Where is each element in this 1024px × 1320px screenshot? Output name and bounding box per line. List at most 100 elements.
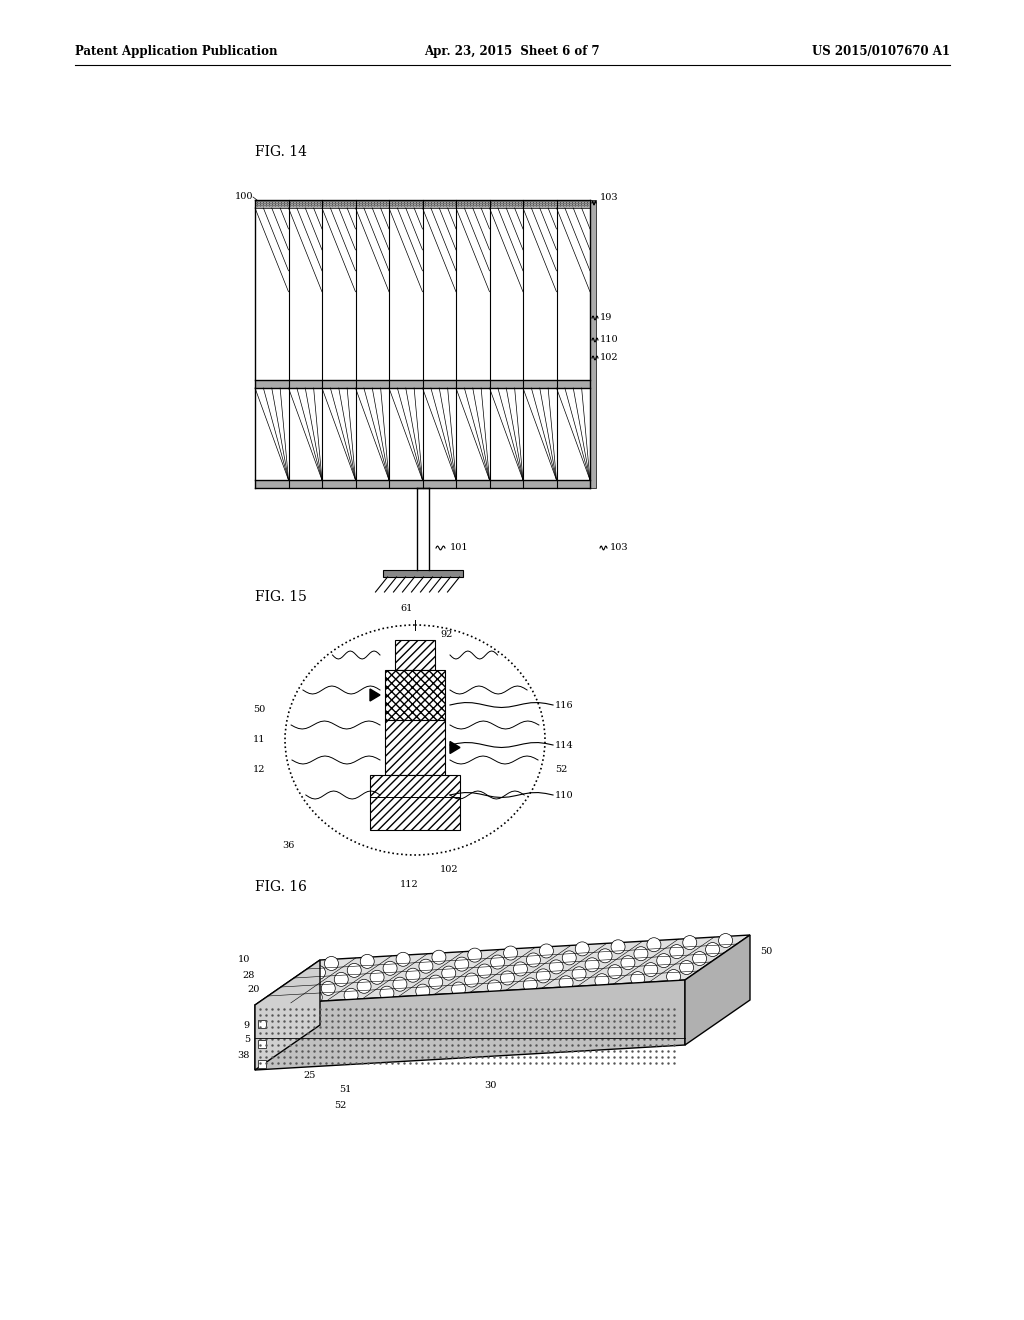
Circle shape (644, 962, 657, 977)
Circle shape (667, 970, 681, 983)
Circle shape (455, 957, 469, 972)
Bar (258, 1020, 266, 1028)
Text: 51: 51 (339, 1085, 351, 1094)
Circle shape (501, 972, 514, 985)
Text: 116: 116 (555, 701, 573, 710)
Circle shape (334, 973, 348, 986)
Text: 10: 10 (238, 956, 250, 965)
Circle shape (452, 982, 466, 997)
Circle shape (575, 942, 589, 956)
Circle shape (347, 964, 361, 977)
Circle shape (647, 937, 660, 952)
Text: 114: 114 (555, 741, 573, 750)
Circle shape (559, 975, 573, 990)
Bar (255, 480, 590, 488)
Circle shape (490, 956, 505, 969)
Circle shape (477, 964, 492, 978)
Circle shape (429, 975, 442, 989)
Polygon shape (685, 935, 750, 1045)
Text: 101: 101 (450, 544, 469, 553)
Circle shape (419, 960, 433, 973)
Text: 50: 50 (253, 705, 265, 714)
Circle shape (656, 953, 671, 968)
Text: 19: 19 (600, 314, 612, 322)
Text: US 2015/0107670 A1: US 2015/0107670 A1 (812, 45, 950, 58)
Text: 38: 38 (238, 1051, 250, 1060)
Text: 28: 28 (243, 970, 255, 979)
Text: 103: 103 (610, 544, 629, 553)
Text: Apr. 23, 2015  Sheet 6 of 7: Apr. 23, 2015 Sheet 6 of 7 (424, 45, 600, 58)
Circle shape (325, 957, 338, 970)
Text: 52: 52 (555, 766, 567, 775)
Text: 92: 92 (440, 630, 453, 639)
Text: 12: 12 (253, 766, 265, 775)
Polygon shape (255, 979, 685, 1071)
Bar (395, 640, 435, 671)
Circle shape (468, 948, 481, 962)
Circle shape (272, 993, 287, 1006)
Polygon shape (370, 689, 380, 701)
Circle shape (370, 970, 384, 985)
Circle shape (344, 989, 358, 1002)
Circle shape (719, 933, 732, 948)
Circle shape (357, 979, 371, 993)
Text: 25: 25 (304, 1071, 316, 1080)
Polygon shape (450, 742, 460, 754)
Circle shape (416, 985, 430, 998)
Circle shape (595, 974, 609, 987)
Circle shape (526, 953, 541, 968)
Circle shape (634, 946, 648, 961)
Text: 5: 5 (244, 1035, 250, 1044)
Text: 110: 110 (555, 791, 573, 800)
Bar (258, 1060, 266, 1068)
Text: FIG. 16: FIG. 16 (255, 880, 307, 894)
Bar (590, 201, 596, 488)
Circle shape (537, 969, 550, 983)
Circle shape (621, 956, 635, 970)
Circle shape (680, 961, 693, 974)
Bar (255, 201, 590, 209)
Circle shape (286, 983, 299, 998)
Text: 52: 52 (334, 1101, 346, 1110)
Text: 102: 102 (600, 354, 618, 363)
Polygon shape (255, 960, 319, 1071)
Circle shape (487, 979, 502, 994)
Text: 103: 103 (600, 193, 618, 202)
Circle shape (360, 954, 374, 969)
Text: FIG. 14: FIG. 14 (255, 145, 307, 158)
Text: 110: 110 (600, 335, 618, 345)
Text: 61: 61 (400, 605, 414, 612)
Bar (385, 671, 445, 719)
Bar (370, 775, 460, 830)
Text: 11: 11 (253, 735, 265, 744)
Text: 30: 30 (483, 1081, 497, 1089)
Circle shape (706, 942, 720, 957)
Text: 50: 50 (760, 948, 772, 957)
Circle shape (406, 968, 420, 982)
Circle shape (441, 966, 456, 981)
Circle shape (432, 950, 445, 964)
Circle shape (308, 990, 323, 1005)
Circle shape (683, 936, 696, 949)
Circle shape (670, 945, 684, 958)
Circle shape (504, 946, 517, 960)
Circle shape (380, 986, 394, 1001)
Text: 20: 20 (248, 986, 260, 994)
Circle shape (322, 981, 335, 995)
Circle shape (311, 965, 326, 979)
Circle shape (465, 973, 478, 987)
Circle shape (692, 952, 707, 965)
Text: 100: 100 (234, 191, 253, 201)
Bar (383, 570, 463, 577)
Circle shape (572, 966, 586, 981)
Text: 112: 112 (400, 880, 419, 888)
Circle shape (396, 952, 410, 966)
Circle shape (585, 958, 599, 972)
Circle shape (523, 978, 538, 991)
Bar (255, 380, 590, 388)
Circle shape (383, 961, 397, 975)
Text: 102: 102 (440, 865, 459, 874)
Text: 36: 36 (283, 841, 295, 850)
Circle shape (598, 949, 612, 962)
Circle shape (608, 965, 622, 978)
